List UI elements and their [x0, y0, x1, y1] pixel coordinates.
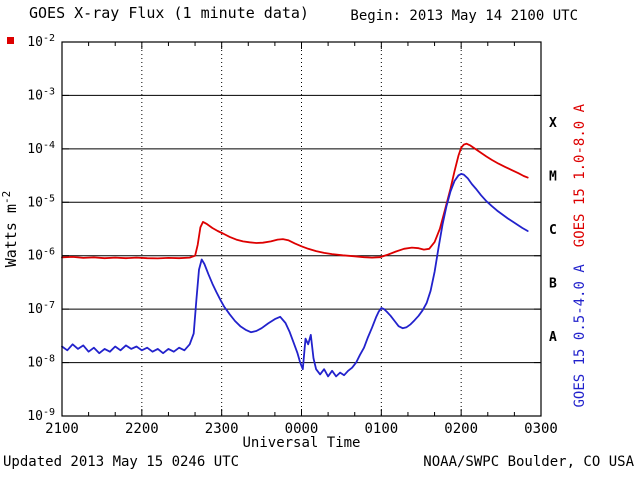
updated-time-label: Updated 2013 May 15 0246 UTC — [3, 454, 240, 470]
y-tick-label: 10-4 — [27, 140, 55, 157]
right-axis-label-goes15-long: GOES 15 1.0-8.0 A — [572, 103, 588, 247]
flare-class-label-x: X — [549, 116, 557, 131]
x-tick-label: 2200 — [125, 421, 159, 437]
red-marker-square — [7, 37, 14, 44]
begin-time-label: Begin: 2013 May 14 2100 UTC — [350, 8, 578, 24]
source-credit-label: NOAA/SWPC Boulder, CO USA — [423, 454, 634, 470]
x-tick-label: 2100 — [45, 421, 79, 437]
y-tick-label: 10-5 — [27, 193, 55, 210]
x-axis-label: Universal Time — [242, 435, 360, 451]
y-tick-label: 10-2 — [27, 33, 55, 50]
x-tick-label: 2300 — [205, 421, 239, 437]
y-tick-label: 10-8 — [27, 354, 55, 371]
y-tick-label: 10-7 — [27, 300, 55, 317]
flare-class-label-m: M — [549, 170, 557, 185]
x-tick-label: 0200 — [444, 421, 478, 437]
series-line-goes15-long — [61, 142, 529, 260]
x-tick-label: 0100 — [364, 421, 398, 437]
flare-class-label-b: B — [549, 276, 557, 291]
x-tick-label: 0300 — [524, 421, 558, 437]
right-axis-label-goes15-short: GOES 15 0.5-4.0 A — [572, 264, 588, 408]
y-tick-label: 10-6 — [27, 247, 55, 264]
y-axis-label: Watts m-2 — [0, 191, 20, 267]
x-tick-label: 0000 — [285, 421, 319, 437]
y-tick-label: 10-3 — [27, 86, 55, 103]
flare-class-label-c: C — [549, 223, 557, 238]
chart-title: GOES X-ray Flux (1 minute data) — [29, 4, 309, 22]
y-tick-label: 10-9 — [27, 407, 55, 424]
flare-class-label-a: A — [549, 330, 557, 345]
series-line-goes15-short — [61, 172, 529, 378]
